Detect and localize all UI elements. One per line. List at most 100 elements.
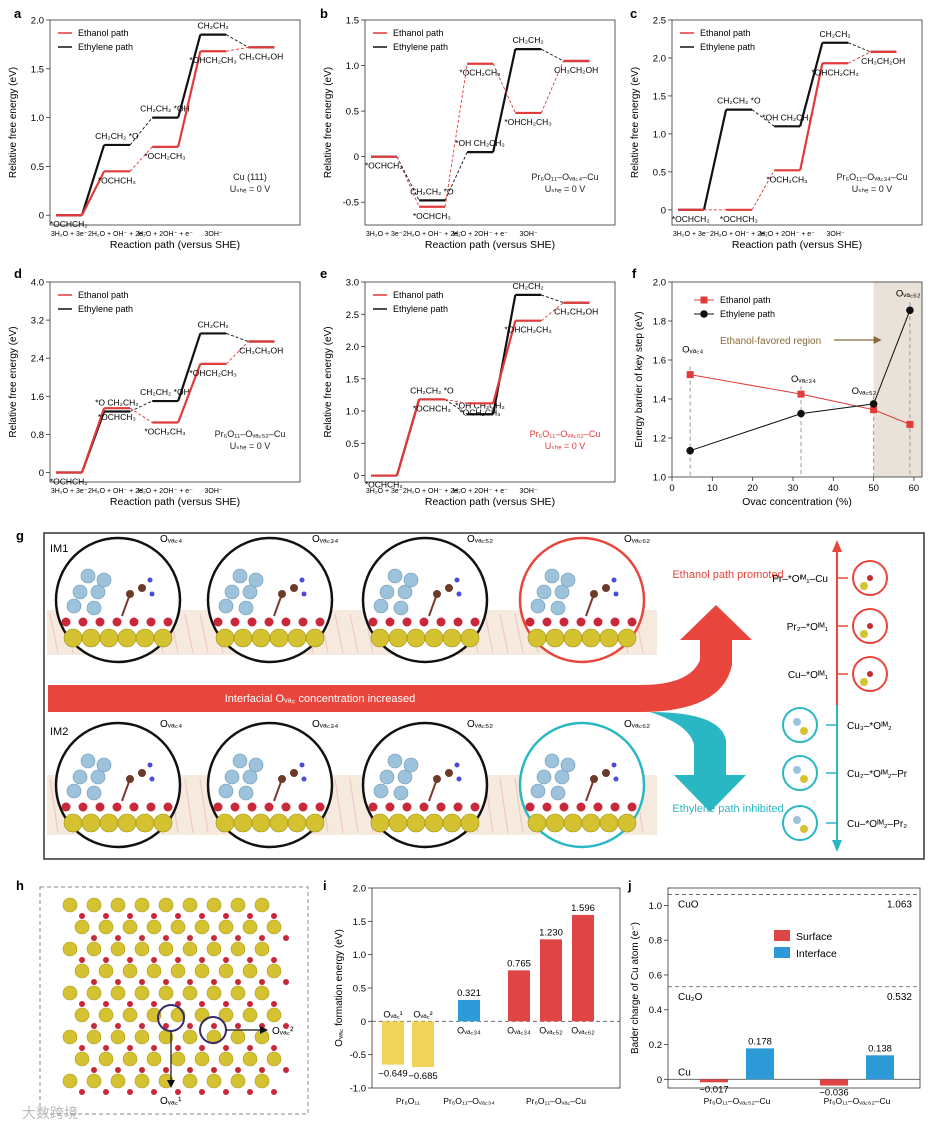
oxygen-atom <box>247 913 253 919</box>
cu-atom <box>232 753 248 769</box>
oxygen-atom <box>368 617 378 627</box>
y-tick-label: 1.0 <box>653 129 666 140</box>
oxygen-atom <box>175 1045 181 1051</box>
cu-atom <box>403 572 419 588</box>
pr-atom <box>74 919 90 935</box>
catalyst-label: Pr₆O₁₁–Oᵥₐ꜀₃₄–Cu <box>837 172 908 182</box>
oxygen-atom <box>139 1023 145 1029</box>
oxygen-atom <box>593 802 603 812</box>
panel-letter: h <box>16 878 24 893</box>
oxygen-atom <box>610 617 620 627</box>
hydrogen-atom <box>456 776 462 782</box>
structure-view-im1-1: Oᵥₐ꜀₃₄ <box>206 534 338 664</box>
legend-ethanol-marker <box>700 296 708 304</box>
pr-atom <box>62 1073 78 1089</box>
slab-bond <box>199 778 209 834</box>
slab-bond <box>184 613 194 654</box>
pr-atom <box>460 628 480 648</box>
oxygen-atom <box>163 979 169 985</box>
pr-atom <box>617 813 637 833</box>
oxygen-atom <box>576 617 586 627</box>
ethylene-point <box>906 306 914 315</box>
pr-atom <box>86 985 102 1001</box>
ethanol-favored-shading <box>873 282 922 477</box>
oxygen-atom <box>610 802 620 812</box>
potential-label: Uₛₕₑ = 0 V <box>852 184 893 194</box>
oxygen-atom <box>163 935 169 941</box>
ethanol-connector <box>444 398 468 404</box>
oxygen-atom <box>281 617 291 627</box>
pr-atom <box>442 628 462 648</box>
oxygen-atom <box>525 802 535 812</box>
ethanol-state-label: *OCHCH₂ <box>672 214 710 224</box>
oxygen-atom <box>115 1023 121 1029</box>
group-label: Pr₆O₁₁–Oᵥₐ꜀₅₂–Cu <box>704 1096 771 1106</box>
oxygen-atom <box>264 617 274 627</box>
oxygen-atom <box>470 802 480 812</box>
reference-value: 1.063 <box>887 899 912 910</box>
catalyst-label: Pr₆O₁₁–Oᵥₐ꜀₄–Cu <box>531 172 598 182</box>
pr-atom <box>158 941 174 957</box>
group-label: Pr₆O₁₁–Oᵥₐ꜀₃₄ <box>443 1096 495 1106</box>
oxygen-atom <box>542 617 552 627</box>
cu-atom <box>224 769 240 785</box>
oxygen-atom <box>139 979 145 985</box>
row-label-im1: IM1 <box>50 543 68 555</box>
pr-atom <box>134 1029 150 1045</box>
panel-letter: b <box>320 6 328 21</box>
legend-ethanol-label: Ethanol path <box>720 295 771 305</box>
x-step-label: 3OH⁻ <box>205 231 223 238</box>
panel-letter: i <box>323 878 327 893</box>
hydrogen-atom <box>454 577 460 583</box>
ethylene-state-label: CH₂CH₂ <box>819 29 850 39</box>
adsorption-mode-label: Cu₂–*Oᴵᴹ₂–Pr <box>847 769 908 780</box>
oxygen-atom <box>271 1001 277 1007</box>
oxygen-atom <box>211 935 217 941</box>
slab-bond <box>334 613 344 654</box>
ethylene-connector <box>226 34 249 48</box>
y-axis-label: Relative free energy (eV) <box>630 67 641 178</box>
oxygen-atom <box>199 957 205 963</box>
pr-atom <box>134 985 150 1001</box>
oxygen-atom <box>151 1089 157 1095</box>
ethanol-connector <box>225 341 249 365</box>
hydrogen-atom <box>149 591 155 597</box>
oxygen-atom <box>315 617 325 627</box>
interface-value: 0.178 <box>748 1036 772 1047</box>
plot-frame <box>49 19 301 226</box>
y-tick-label: 2.0 <box>653 53 666 64</box>
pr-atom <box>110 897 126 913</box>
potential-label: Uₛₕₑ = 0 V <box>230 441 271 451</box>
pr-atom <box>146 919 162 935</box>
oxygen-atom <box>559 617 569 627</box>
slab-bond <box>334 778 344 834</box>
oxygen-atom <box>146 802 156 812</box>
pr-atom <box>424 813 444 833</box>
oxygen-atom <box>91 1023 97 1029</box>
ethanol-connector <box>492 63 516 114</box>
y-tick-label: 0.6 <box>649 970 662 981</box>
hydrogen-atom <box>454 762 460 768</box>
mode-cu-atom <box>793 718 801 726</box>
plot-frame <box>671 19 923 226</box>
oxygen-atom <box>79 913 85 919</box>
cu-atom <box>66 598 82 614</box>
y-tick-label: 1.5 <box>346 16 359 27</box>
pr-atom <box>406 628 426 648</box>
x-step-label: 3OH⁻ <box>520 488 538 495</box>
mode-metal-atom <box>800 825 808 833</box>
x-tick-label: 10 <box>707 483 718 494</box>
pr-atom <box>86 897 102 913</box>
oxygen-atom <box>223 913 229 919</box>
adsorption-mode-label: Pr₂–*Oᴵᴹ₁ <box>787 622 829 633</box>
oxygen-atom <box>247 957 253 963</box>
adsorption-mode-label: Cu–*Oᴵᴹ₂–Pr₂ <box>847 819 907 830</box>
pr-atom <box>99 813 119 833</box>
ethylene-connector <box>129 400 153 412</box>
pr-atom <box>251 628 271 648</box>
oxygen-atom <box>385 802 395 812</box>
panel-letter: j <box>627 878 632 893</box>
cu-atom <box>218 598 234 614</box>
x-axis-label: Reaction path (versus SHE) <box>732 239 862 251</box>
